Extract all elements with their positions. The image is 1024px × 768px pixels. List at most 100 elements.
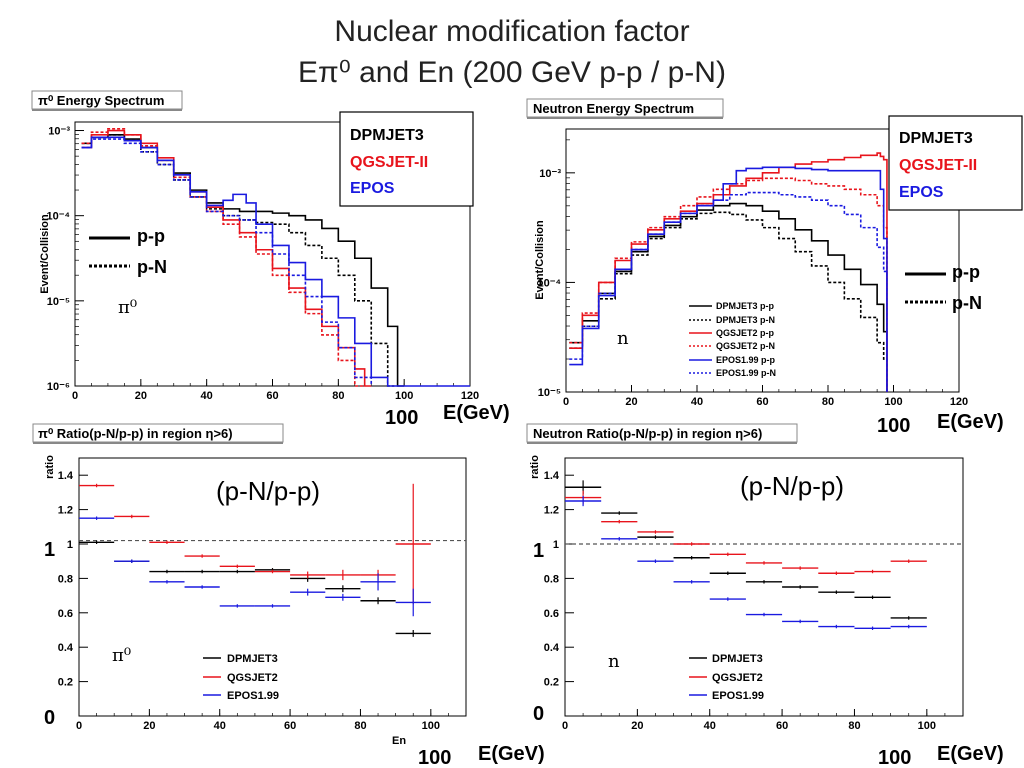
neutron_ratio-series-epos1-99 (565, 495, 927, 630)
pi0_spectrum-ytick-label: 10⁻³ (48, 126, 70, 138)
neutron_ratio-xtick-label: 20 (631, 720, 643, 732)
neutron-legend-entry-3: QGSJET2 p-p (716, 328, 775, 338)
pi0-legend-pp: p-p (137, 226, 165, 246)
pi0_ratio-ytick-label: 0.2 (58, 677, 73, 689)
pi0_spectrum-xtick-label: 120 (461, 390, 479, 402)
pi0-ratio-particle: π⁰ (112, 645, 131, 666)
neutron-legend-entry-5: EPOS1.99 p-p (716, 355, 776, 365)
pi0-spectrum-ylabel: Event/Collision (39, 214, 51, 294)
pi0-spectrum-title: π⁰ Energy Spectrum (38, 93, 164, 108)
neutron-ratio-particle: n (608, 651, 620, 672)
pi0_spectrum-series-dpmjet3-p-p (81, 133, 405, 387)
neutron_ratio-ytick-label: 0.6 (544, 608, 559, 620)
pi0_ratio-ytick-label: 0.4 (58, 642, 74, 654)
pi0_spectrum-ytick-label: 10⁻⁴ (47, 211, 70, 223)
pi0-linestyle-legend: p-p p-N (89, 226, 167, 277)
pi0-ratio-ylabel: ratio (44, 455, 56, 479)
neutron-spectrum-ylabel: Event/Collision (534, 220, 546, 300)
neutron-ratio-title: Neutron Ratio(p-N/p-p) in region η>6) (533, 426, 762, 441)
neutron-ratio-label: (p-N/p-p) (740, 471, 844, 501)
pi0-ratio-legend-3: EPOS1.99 (227, 690, 279, 702)
pi0_ratio-xtick-label: 0 (76, 720, 82, 732)
neutron_ratio-xtick-label: 100 (918, 720, 936, 732)
pi0_ratio-xtick-label: 20 (143, 720, 155, 732)
neutron_spectrum-xtick-label: 120 (950, 396, 968, 408)
neutron_spectrum-xtick-label: 100 (884, 396, 902, 408)
neutron_spectrum-series-epos1-99-p-n (569, 191, 888, 392)
neutron-spectrum-title-box: Neutron Energy Spectrum (526, 98, 724, 119)
neutron-ratio-legend-3: EPOS1.99 (712, 690, 764, 702)
neutron_ratio-ytick-label: 1.2 (544, 505, 559, 517)
pi0-ratio-100-label: 100 (418, 747, 451, 768)
pi0-spectrum-title-box: π⁰ Energy Spectrum (31, 90, 183, 111)
neutron-ratio-xlabel: E(GeV) (937, 743, 1004, 765)
pi0_ratio-ytick-label: 1 (67, 539, 73, 551)
pi0_spectrum-series-epos1-99-p-n (81, 138, 373, 386)
pi0_spectrum-xtick-label: 0 (72, 390, 78, 402)
neutron_ratio-ytick-label: 0.4 (544, 642, 560, 654)
pi0-ratio-legend-2: QGSJET2 (227, 672, 278, 684)
neutron_spectrum-ytick-label: 10⁻⁵ (538, 387, 561, 399)
neutron_ratio-xtick-label: 0 (562, 720, 568, 732)
neutron-legend-entry-4: QGSJET2 p-N (716, 341, 775, 351)
pi0-generators-box: DPMJET3 QGSJET-II EPOS (339, 111, 474, 207)
pi0_ratio-ytick-label: 1.4 (58, 470, 74, 482)
neutron_spectrum-xtick-label: 20 (625, 396, 637, 408)
neutron_spectrum-xtick-label: 60 (756, 396, 768, 408)
pi0-ratio-one-label: 1 (44, 539, 55, 561)
pi0-ratio-legend-1: DPMJET3 (227, 653, 278, 665)
neutron-linestyle-legend: p-p p-N (905, 262, 982, 313)
neutron_spectrum-series-dpmjet3-p-n (569, 211, 888, 392)
neutron-spectrum-100-label: 100 (877, 415, 910, 437)
neutron-generators-box: DPMJET3 QGSJET-II EPOS (888, 115, 1023, 211)
neutron_ratio-ytick-label: 0.2 (544, 677, 559, 689)
pi0_ratio-xtick-label: 100 (422, 720, 440, 732)
title-line-2: Eπ⁰ and En (200 GeV p-p / p-N) (298, 56, 726, 89)
title-line-1: Nuclear modification factor (334, 15, 689, 48)
pi0-spectrum-100-label: 100 (385, 407, 418, 429)
pi0_spectrum-xtick-label: 60 (266, 390, 278, 402)
neutron-spectrum-xlabel: E(GeV) (937, 411, 1004, 433)
neutron-legend-entry-2: DPMJET3 p-N (716, 315, 775, 325)
pi0_spectrum-xtick-label: 100 (395, 390, 413, 402)
neutron_spectrum-ytick-label: 10⁻³ (539, 168, 561, 180)
neutron_ratio-xtick-label: 60 (776, 720, 788, 732)
pi0_spectrum-ytick-label: 10⁻⁶ (47, 381, 70, 393)
neutron-ratio-one-label: 1 (533, 540, 544, 562)
neutron_ratio-series-dpmjet3 (565, 480, 927, 620)
pi0_spectrum-series-qgsjet2-p-n (81, 128, 365, 387)
neutron-ratio-zero-label: 0 (533, 703, 544, 725)
neutron-ratio-legend: DPMJET3 QGSJET2 EPOS1.99 (689, 653, 764, 702)
neutron-ratio-title-box: Neutron Ratio(p-N/p-p) in region η>6) (526, 423, 798, 444)
pi0-ratio-egev-label: E(GeV) (478, 743, 545, 765)
pi0-gen-dpmjet: DPMJET3 (350, 127, 424, 144)
neutron_spectrum-series-qgsjet2-p-n (569, 177, 888, 392)
pi0_ratio-ytick-label: 0.6 (58, 608, 73, 620)
neutron_spectrum-xtick-label: 40 (691, 396, 703, 408)
neutron_spectrum-xtick-label: 0 (563, 396, 569, 408)
neutron_ratio-ytick-label: 1 (553, 539, 559, 551)
pi0-ratio-xlabel: En (392, 735, 406, 747)
neutron-ratio-ylabel: ratio (529, 455, 541, 479)
pi0-ratio-legend: DPMJET3 QGSJET2 EPOS1.99 (203, 653, 279, 702)
pi0-ratio-label: (p-N/p-p) (216, 476, 320, 506)
pi0_ratio-axes: 0 20 40 60 80 100 0.2 0.4 0.6 0.8 1 1.2 1.4 (58, 470, 467, 732)
pi0-spectrum-xlabel: E(GeV) (443, 402, 510, 424)
pi0_spectrum-ytick-label: 10⁻⁵ (47, 296, 70, 308)
pi0_ratio-ytick-label: 1.2 (58, 505, 73, 517)
neutron-ratio-legend-2: QGSJET2 (712, 672, 763, 684)
neutron_ratio-ytick-label: 1.4 (544, 470, 560, 482)
neutron-ratio-100-label: 100 (878, 747, 911, 768)
neutron-legend-pn: p-N (952, 293, 982, 313)
neutron_spectrum-ytick-label: 10⁻⁴ (538, 277, 561, 289)
neutron_spectrum-series-dpmjet3-p-p (569, 202, 888, 392)
pi0_spectrum-xtick-label: 40 (201, 390, 213, 402)
pi0_spectrum-axes: 0 20 40 60 80 100 120 10⁻⁶ 10⁻⁵ 10⁻⁴ 10⁻³ (47, 126, 480, 402)
pi0-gen-qgsjet: QGSJET-II (350, 154, 428, 171)
pi0_ratio-xtick-label: 60 (284, 720, 296, 732)
neutron_ratio-xtick-label: 80 (848, 720, 860, 732)
neutron_ratio-axes: 0 20 40 60 80 100 0.2 0.4 0.6 0.8 1 1.2 1.4 (544, 470, 964, 732)
neutron-legend-pp: p-p (952, 262, 980, 282)
neutron_spectrum-xtick-label: 80 (822, 396, 834, 408)
